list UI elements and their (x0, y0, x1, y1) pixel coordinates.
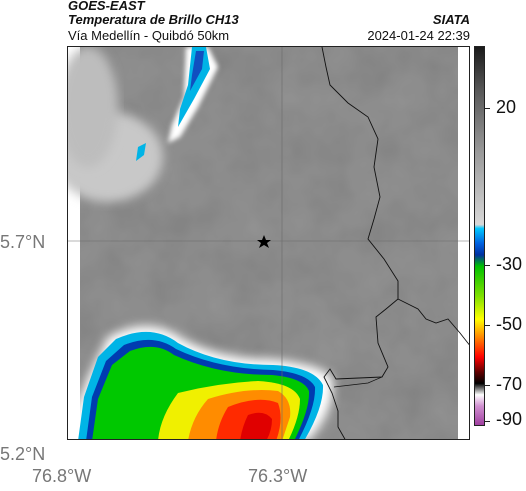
colorbar-label: -90 (496, 409, 523, 429)
colorbar-label: 20 (496, 97, 517, 117)
star-icon (257, 235, 271, 248)
lat-label: 5.2°N (0, 444, 46, 464)
lat-label: 5.7°N (0, 232, 46, 252)
region-label: Vía Medellín - Quibdó 50km (68, 28, 230, 43)
timestamp-label: 2024-01-24 22:39 (367, 28, 470, 43)
colorbar-tick (485, 325, 490, 326)
organization-label: SIATA (432, 12, 470, 27)
product-title: GOES-EAST (68, 0, 145, 13)
product-subtitle: Temperatura de Brillo CH13 (68, 12, 239, 27)
colorbar-tick (485, 385, 490, 386)
lon-label: 76.8°W (32, 466, 92, 486)
colorbar-tick (485, 265, 490, 266)
colorbar-tick (485, 421, 490, 422)
lon-label: 76.3°W (248, 466, 308, 486)
cloud-fragment (136, 143, 146, 161)
colorbar-label: -50 (496, 314, 523, 334)
colorbar (474, 46, 485, 426)
colorbar-label: -70 (496, 374, 523, 394)
map-canvas (68, 47, 469, 439)
boundary-line-east (397, 298, 469, 346)
colorbar-label: -30 (496, 254, 523, 274)
colorbar-tick (485, 108, 490, 109)
right-edge-band (458, 47, 469, 439)
satellite-map[interactable] (67, 46, 470, 440)
